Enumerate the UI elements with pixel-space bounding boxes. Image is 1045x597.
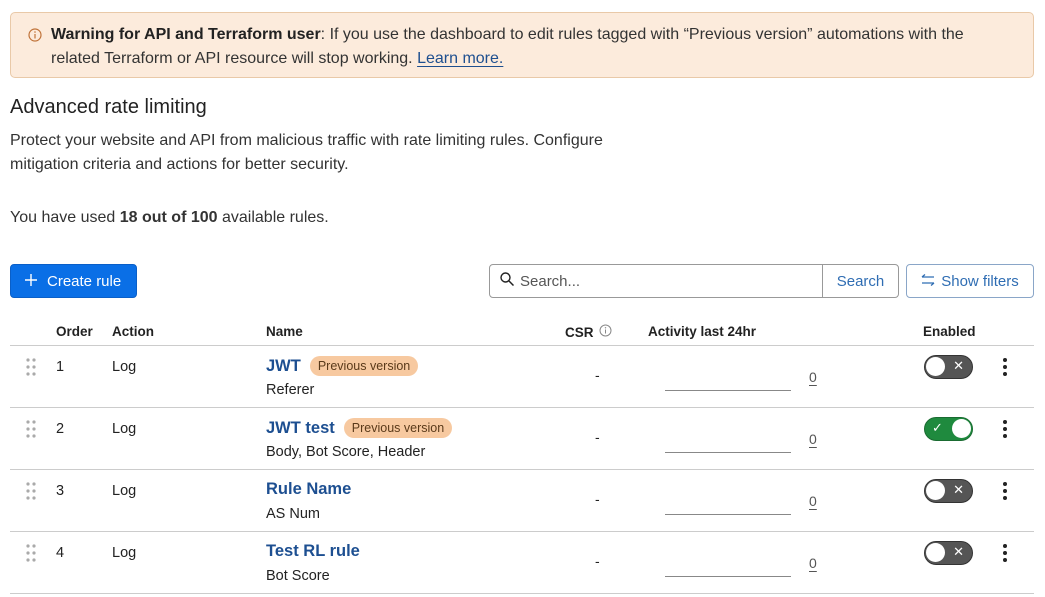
- activity-sparkline: [665, 514, 791, 515]
- rule-action: Log: [112, 359, 137, 375]
- toggle-knob: [926, 481, 945, 500]
- learn-more-link[interactable]: Learn more.: [417, 50, 504, 67]
- rule-name-link[interactable]: Rule Name: [266, 480, 352, 498]
- activity-sparkline: [665, 390, 791, 391]
- activity-sparkline: [665, 452, 791, 453]
- search-input[interactable]: Search...: [490, 265, 822, 297]
- rule-order: 1: [56, 359, 65, 375]
- show-filters-label: Show filters: [941, 272, 1019, 290]
- usage-text: You have used 18 out of 100 available ru…: [10, 209, 329, 227]
- divider: [10, 593, 1034, 594]
- kebab-menu-icon[interactable]: [1001, 419, 1009, 444]
- rule-name-cell: JWT test Previous version: [266, 418, 453, 438]
- table-row: 4 Log Test RL rule Bot Score - 0 ✕: [0, 531, 1045, 593]
- toggle-knob: [926, 357, 945, 376]
- activity-count-link[interactable]: 0: [809, 555, 817, 571]
- activity-count-link[interactable]: 0: [809, 369, 817, 385]
- column-csr-label: CSR: [565, 324, 594, 340]
- kebab-menu-icon[interactable]: [1001, 357, 1009, 382]
- x-icon: ✕: [953, 482, 964, 497]
- rule-name-link[interactable]: JWT test: [266, 418, 335, 437]
- search-box: Search... Search: [489, 264, 899, 298]
- x-icon: ✕: [953, 358, 964, 373]
- enabled-toggle[interactable]: ✕: [924, 541, 973, 565]
- enabled-toggle[interactable]: ✕: [924, 479, 973, 503]
- rule-fields: Bot Score: [266, 568, 330, 584]
- rule-action: Log: [112, 545, 137, 561]
- search-placeholder: Search...: [520, 272, 581, 290]
- usage-count: 18 out of 100: [119, 209, 218, 226]
- rule-name-cell: Test RL rule: [266, 542, 360, 561]
- column-csr[interactable]: CSR: [565, 324, 612, 340]
- drag-handle-icon[interactable]: [25, 543, 37, 568]
- toggle-knob: [926, 543, 945, 562]
- previous-version-badge: Previous version: [309, 356, 419, 376]
- usage-suffix: available rules.: [217, 209, 329, 226]
- info-circle-icon[interactable]: [599, 324, 612, 340]
- drag-handle-icon[interactable]: [25, 419, 37, 444]
- previous-version-badge: Previous version: [343, 418, 453, 438]
- show-filters-button[interactable]: Show filters: [906, 264, 1034, 298]
- banner-text: : If you use the dashboard to edit rules…: [51, 26, 964, 67]
- rule-action: Log: [112, 421, 137, 437]
- rule-name-link[interactable]: Test RL rule: [266, 542, 360, 560]
- column-enabled: Enabled: [923, 324, 976, 339]
- drag-handle-icon[interactable]: [25, 481, 37, 506]
- create-rule-label: Create rule: [47, 272, 122, 290]
- enabled-toggle[interactable]: ✓: [924, 417, 973, 441]
- rule-csr: -: [595, 553, 600, 569]
- kebab-menu-icon[interactable]: [1001, 543, 1009, 568]
- rule-name-cell: JWT Previous version: [266, 356, 419, 376]
- rule-fields: Body, Bot Score, Header: [266, 444, 426, 460]
- usage-prefix: You have used: [10, 209, 120, 226]
- check-icon: ✓: [932, 420, 943, 435]
- rule-csr: -: [595, 429, 600, 445]
- plus-icon: [25, 273, 37, 290]
- search-button[interactable]: Search: [822, 265, 898, 297]
- column-action[interactable]: Action: [112, 324, 154, 339]
- divider: [10, 345, 1034, 346]
- divider: [10, 407, 1034, 408]
- kebab-menu-icon[interactable]: [1001, 481, 1009, 506]
- column-order[interactable]: Order: [56, 324, 93, 339]
- column-name[interactable]: Name: [266, 324, 303, 339]
- warning-banner: Warning for API and Terraform user: If y…: [10, 12, 1034, 78]
- enabled-toggle[interactable]: ✕: [924, 355, 973, 379]
- rule-order: 3: [56, 483, 65, 499]
- divider: [10, 469, 1034, 470]
- rule-order: 2: [56, 421, 65, 437]
- create-rule-button[interactable]: Create rule: [10, 264, 137, 298]
- search-icon: [500, 272, 515, 290]
- toggle-knob: [952, 419, 971, 438]
- rule-order: 4: [56, 545, 65, 561]
- rule-name-cell: Rule Name: [266, 480, 351, 499]
- activity-count-link[interactable]: 0: [809, 431, 817, 447]
- rule-fields: Referer: [266, 382, 315, 398]
- drag-handle-icon[interactable]: [25, 357, 37, 382]
- column-activity: Activity last 24hr: [648, 324, 757, 339]
- banner-title: Warning for API and Terraform user: [51, 26, 321, 43]
- page-description: Protect your website and API from malici…: [10, 132, 603, 173]
- table-row: 2 Log JWT test Previous version Body, Bot…: [0, 407, 1045, 469]
- info-circle-icon: [28, 26, 42, 50]
- rule-name-link[interactable]: JWT: [266, 356, 301, 375]
- table-row: 3 Log Rule Name AS Num - 0 ✕: [0, 469, 1045, 531]
- rule-csr: -: [595, 491, 600, 507]
- table-row: 1 Log JWT Previous version Referer - 0 ✕: [0, 345, 1045, 407]
- activity-count-link[interactable]: 0: [809, 493, 817, 509]
- activity-sparkline: [665, 576, 791, 577]
- rule-csr: -: [595, 367, 600, 383]
- rule-action: Log: [112, 483, 137, 499]
- x-icon: ✕: [953, 544, 964, 559]
- page-title: Advanced rate limiting: [10, 96, 207, 118]
- rule-fields: AS Num: [266, 506, 320, 522]
- divider: [10, 531, 1034, 532]
- filter-arrows-icon: [921, 273, 935, 290]
